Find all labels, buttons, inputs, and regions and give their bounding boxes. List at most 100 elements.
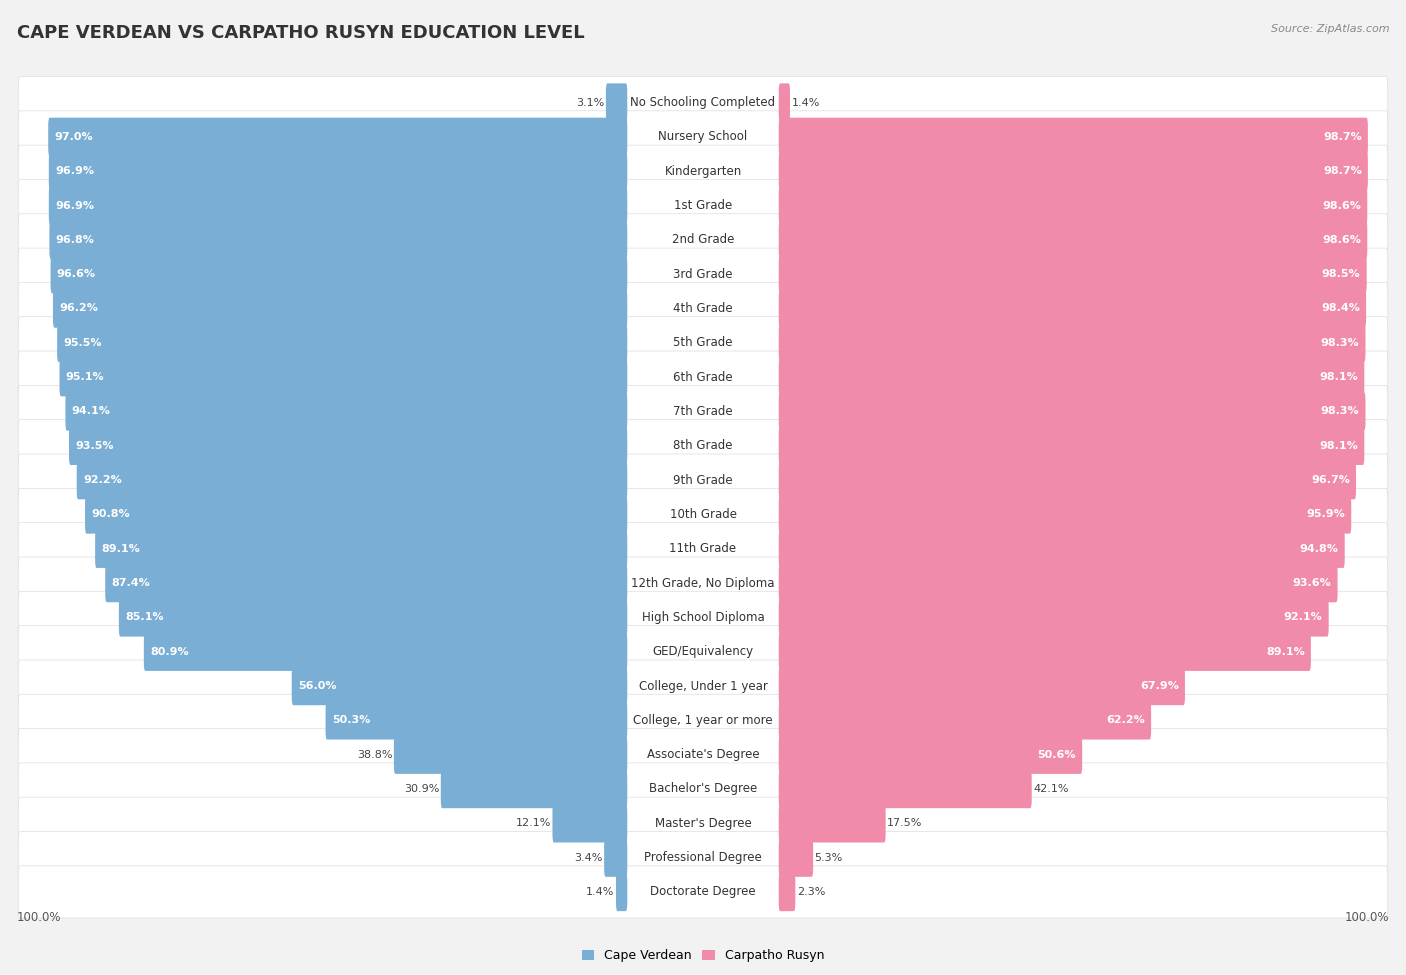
Text: 56.0%: 56.0% [298, 681, 336, 691]
Text: 90.8%: 90.8% [91, 509, 129, 520]
FancyBboxPatch shape [18, 214, 1388, 266]
Text: 93.5%: 93.5% [76, 441, 114, 450]
Text: 1.4%: 1.4% [792, 98, 820, 107]
Text: 6th Grade: 6th Grade [673, 370, 733, 383]
Text: 97.0%: 97.0% [55, 132, 93, 142]
Text: 8th Grade: 8th Grade [673, 440, 733, 452]
Text: 89.1%: 89.1% [101, 544, 141, 554]
FancyBboxPatch shape [48, 118, 627, 156]
FancyBboxPatch shape [18, 145, 1388, 197]
FancyBboxPatch shape [616, 873, 627, 912]
Text: 92.1%: 92.1% [1284, 612, 1323, 622]
Text: 92.2%: 92.2% [83, 475, 122, 486]
Text: 17.5%: 17.5% [887, 818, 922, 829]
Text: Bachelor's Degree: Bachelor's Degree [650, 783, 756, 796]
FancyBboxPatch shape [18, 762, 1388, 815]
FancyBboxPatch shape [84, 495, 627, 533]
FancyBboxPatch shape [18, 179, 1388, 232]
Text: 80.9%: 80.9% [150, 646, 188, 657]
FancyBboxPatch shape [779, 769, 1032, 808]
FancyBboxPatch shape [779, 254, 1367, 293]
Text: 67.9%: 67.9% [1140, 681, 1178, 691]
Text: 98.3%: 98.3% [1320, 337, 1360, 348]
FancyBboxPatch shape [18, 419, 1388, 472]
Text: 95.9%: 95.9% [1306, 509, 1346, 520]
FancyBboxPatch shape [18, 866, 1388, 918]
Text: 89.1%: 89.1% [1265, 646, 1305, 657]
Text: 98.6%: 98.6% [1322, 235, 1361, 245]
Text: 100.0%: 100.0% [17, 912, 62, 924]
FancyBboxPatch shape [18, 660, 1388, 712]
Text: 5.3%: 5.3% [814, 852, 844, 863]
Text: 85.1%: 85.1% [125, 612, 163, 622]
FancyBboxPatch shape [18, 488, 1388, 540]
Text: 50.6%: 50.6% [1038, 750, 1076, 760]
Text: 4th Grade: 4th Grade [673, 302, 733, 315]
FancyBboxPatch shape [605, 838, 627, 877]
Text: 2nd Grade: 2nd Grade [672, 233, 734, 247]
FancyBboxPatch shape [291, 667, 627, 705]
FancyBboxPatch shape [779, 118, 1368, 156]
FancyBboxPatch shape [779, 598, 1329, 637]
Text: 95.1%: 95.1% [66, 372, 104, 382]
FancyBboxPatch shape [779, 873, 796, 912]
Text: 10th Grade: 10th Grade [669, 508, 737, 521]
FancyBboxPatch shape [779, 290, 1367, 328]
FancyBboxPatch shape [77, 461, 627, 499]
FancyBboxPatch shape [18, 694, 1388, 747]
FancyBboxPatch shape [779, 186, 1367, 225]
FancyBboxPatch shape [394, 735, 627, 774]
FancyBboxPatch shape [779, 701, 1152, 740]
Text: Doctorate Degree: Doctorate Degree [650, 885, 756, 898]
FancyBboxPatch shape [18, 626, 1388, 678]
Text: GED/Equivalency: GED/Equivalency [652, 645, 754, 658]
Text: 30.9%: 30.9% [404, 784, 439, 794]
Text: 9th Grade: 9th Grade [673, 474, 733, 487]
Text: 62.2%: 62.2% [1107, 716, 1144, 725]
FancyBboxPatch shape [18, 111, 1388, 163]
FancyBboxPatch shape [779, 392, 1365, 431]
FancyBboxPatch shape [779, 735, 1083, 774]
FancyBboxPatch shape [143, 633, 627, 671]
FancyBboxPatch shape [18, 248, 1388, 300]
Text: 98.1%: 98.1% [1319, 441, 1358, 450]
FancyBboxPatch shape [18, 385, 1388, 438]
FancyBboxPatch shape [779, 564, 1337, 603]
FancyBboxPatch shape [18, 454, 1388, 506]
FancyBboxPatch shape [779, 667, 1185, 705]
FancyBboxPatch shape [53, 290, 627, 328]
FancyBboxPatch shape [18, 283, 1388, 334]
FancyBboxPatch shape [18, 523, 1388, 575]
Text: 1st Grade: 1st Grade [673, 199, 733, 212]
Text: Associate's Degree: Associate's Degree [647, 748, 759, 761]
Text: 50.3%: 50.3% [332, 716, 370, 725]
Text: Nursery School: Nursery School [658, 131, 748, 143]
Legend: Cape Verdean, Carpatho Rusyn: Cape Verdean, Carpatho Rusyn [576, 944, 830, 967]
Text: College, 1 year or more: College, 1 year or more [633, 714, 773, 726]
Text: 96.8%: 96.8% [56, 235, 94, 245]
FancyBboxPatch shape [69, 426, 627, 465]
FancyBboxPatch shape [59, 358, 627, 397]
FancyBboxPatch shape [66, 392, 627, 431]
FancyBboxPatch shape [49, 152, 627, 190]
FancyBboxPatch shape [779, 426, 1364, 465]
Text: 12th Grade, No Diploma: 12th Grade, No Diploma [631, 576, 775, 590]
Text: 87.4%: 87.4% [111, 578, 150, 588]
FancyBboxPatch shape [326, 701, 627, 740]
Text: 98.4%: 98.4% [1322, 303, 1360, 314]
Text: 12.1%: 12.1% [516, 818, 551, 829]
Text: 98.5%: 98.5% [1322, 269, 1361, 279]
Text: Master's Degree: Master's Degree [655, 817, 751, 830]
FancyBboxPatch shape [18, 728, 1388, 781]
Text: 42.1%: 42.1% [1033, 784, 1069, 794]
FancyBboxPatch shape [779, 220, 1367, 259]
FancyBboxPatch shape [18, 591, 1388, 644]
Text: 38.8%: 38.8% [357, 750, 392, 760]
FancyBboxPatch shape [779, 495, 1351, 533]
Text: 98.1%: 98.1% [1319, 372, 1358, 382]
FancyBboxPatch shape [779, 633, 1310, 671]
FancyBboxPatch shape [49, 186, 627, 225]
Text: 3.4%: 3.4% [574, 852, 603, 863]
FancyBboxPatch shape [18, 557, 1388, 609]
FancyBboxPatch shape [779, 83, 790, 122]
